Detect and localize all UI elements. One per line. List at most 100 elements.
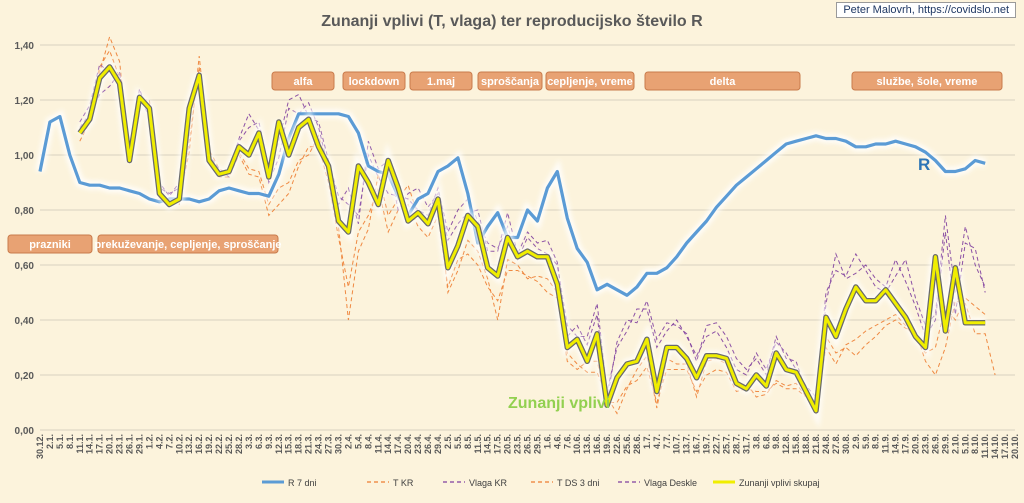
x-tick-label: 7.6. <box>562 434 572 449</box>
x-tick-label: 13.7. <box>682 434 692 454</box>
annotation-box: lockdown <box>342 71 406 91</box>
x-tick-label: 11.1. <box>75 434 85 454</box>
annotation-text: lockdown <box>349 76 400 88</box>
external-series-label: Zunanji vplivi <box>508 395 610 412</box>
annotation-box: prekuževanje, cepljenje, sproščanje <box>94 234 282 254</box>
legend-item: Vlaga Deskle <box>618 478 697 488</box>
x-tick-label: 22.6. <box>612 434 622 454</box>
x-tick-label: 17.1. <box>95 434 105 454</box>
legend: R 7 dni T KR Vlaga KR T DS 3 dni Vlaga Deskl… <box>262 478 820 488</box>
x-tick-label: 2.4. <box>343 434 353 449</box>
x-tick-label: 5.5. <box>453 434 463 449</box>
legend-item: T DS 3 dni <box>531 478 599 488</box>
x-tick-label: 17.10. <box>1000 434 1010 459</box>
x-tick-label: 24.8. <box>821 434 831 454</box>
x-tick-label: 19.6. <box>602 434 612 454</box>
x-tick-label: 20.5. <box>503 434 513 454</box>
x-tick-label: 10.7. <box>672 434 682 454</box>
annotation-text: cepljenje, vreme <box>547 76 633 88</box>
x-tick-label: 26.9. <box>930 434 940 454</box>
x-tick-label: 15.3. <box>284 434 294 454</box>
x-tick-label: 8.10. <box>970 434 980 454</box>
x-tick-label: 8.5. <box>463 434 473 449</box>
legend-label: T DS 3 dni <box>557 478 599 488</box>
legend-label: Vlaga Deskle <box>644 478 697 488</box>
x-tick-label: 16.2. <box>194 434 204 454</box>
y-tick-label: 0,20 <box>15 371 35 382</box>
annotation-text: delta <box>710 76 737 88</box>
annotation-box: delta <box>644 71 801 91</box>
x-tick-label: 2.10. <box>950 434 960 454</box>
y-tick-label: 1,40 <box>15 41 35 52</box>
x-tick-label: 11.10. <box>980 434 990 459</box>
series-3-line <box>79 49 986 410</box>
x-tick-label: 5.1. <box>55 434 65 449</box>
chart-title: Zunanji vplivi (T, vlaga) ter reproducij… <box>321 13 703 30</box>
x-tick-label: 8.4. <box>363 434 373 449</box>
x-axis: 30.12. 2.1. 5.1. 8.1. 11.1. 14.1. 17.1. 20.1. 23… <box>35 434 1020 459</box>
x-tick-label: 19.2. <box>204 434 214 454</box>
annotation-box: sproščanja <box>477 71 543 91</box>
x-tick-label: 27.8. <box>831 434 841 454</box>
x-tick-label: 28.6. <box>632 434 642 454</box>
x-tick-label: 6.3. <box>254 434 264 449</box>
x-tick-label: 7.7. <box>662 434 672 449</box>
x-tick-label: 4.2. <box>154 434 164 449</box>
x-tick-label: 9.3. <box>264 434 274 449</box>
legend-label: R 7 dni <box>288 478 317 488</box>
x-tick-label: 13.6. <box>582 434 592 454</box>
x-tick-label: 30.8. <box>841 434 851 454</box>
x-tick-label: 28.2. <box>234 434 244 454</box>
x-tick-label: 29.9. <box>940 434 950 454</box>
x-tick-label: 10.2. <box>174 434 184 454</box>
legend-label: T KR <box>393 478 414 488</box>
x-tick-label: 17.9. <box>901 434 911 454</box>
x-tick-label: 29.4. <box>433 434 443 454</box>
x-tick-label: 20.10. <box>1010 434 1020 459</box>
y-tick-label: 0,40 <box>15 316 35 327</box>
x-tick-label: 14.5. <box>483 434 493 454</box>
x-tick-label: 1.2. <box>144 434 154 449</box>
x-tick-label: 18.8. <box>801 434 811 454</box>
x-tick-label: 9.8. <box>771 434 781 449</box>
annotation-box: prazniki <box>7 234 93 254</box>
x-tick-label: 6.8. <box>761 434 771 449</box>
annotation-box: cepljenje, vreme <box>545 71 635 91</box>
series-zunanji-vplivi-skupaj-line <box>78 65 986 413</box>
x-tick-label: 26.4. <box>423 434 433 454</box>
x-tick-label: 25.7. <box>721 434 731 454</box>
x-tick-label: 10.6. <box>572 434 582 454</box>
x-tick-label: 17.5. <box>493 434 503 454</box>
x-tick-label: 14.4. <box>383 434 393 454</box>
x-tick-label: 24.3. <box>314 434 324 454</box>
x-tick-label: 11.5. <box>473 434 483 454</box>
x-tick-label: 4.6. <box>552 434 562 449</box>
x-tick-label: 23.4. <box>413 434 423 454</box>
x-tick-label: 2.9. <box>851 434 861 449</box>
legend-item: Zunanji vplivi skupaj <box>713 478 820 488</box>
x-tick-label: 8.1. <box>65 434 75 449</box>
annotations: alfa lockdown 1.maj sproščanja cepljenje, vr… <box>7 71 1003 412</box>
legend-item: R 7 dni <box>262 478 317 488</box>
annotation-text: prekuževanje, cepljenje, sproščanje <box>94 239 281 251</box>
x-tick-label: 14.10. <box>990 434 1000 459</box>
x-tick-label: 27.3. <box>324 434 334 454</box>
x-tick-label: 3.3. <box>244 434 254 449</box>
annotation-text: sproščanja <box>481 76 540 88</box>
x-tick-label: 18.3. <box>294 434 304 454</box>
x-tick-label: 31.7. <box>741 434 751 454</box>
x-tick-label: 30.12. <box>35 434 45 459</box>
annotation-text: prazniki <box>29 239 71 251</box>
x-tick-label: 14.9. <box>891 434 901 454</box>
legend-label: Vlaga KR <box>469 478 508 488</box>
x-tick-label: 13.2. <box>184 434 194 454</box>
x-tick-label: 1.7. <box>642 434 652 449</box>
x-tick-label: 5.4. <box>353 434 363 449</box>
annotation-text: službe, šole, vreme <box>877 76 978 88</box>
x-tick-label: 17.4. <box>393 434 403 454</box>
y-tick-label: 0,80 <box>15 206 35 217</box>
y-axis: 0,00 0,20 0,40 0,60 0,80 1,00 1,20 1,40 <box>15 41 35 437</box>
x-tick-label: 2.5. <box>443 434 453 449</box>
